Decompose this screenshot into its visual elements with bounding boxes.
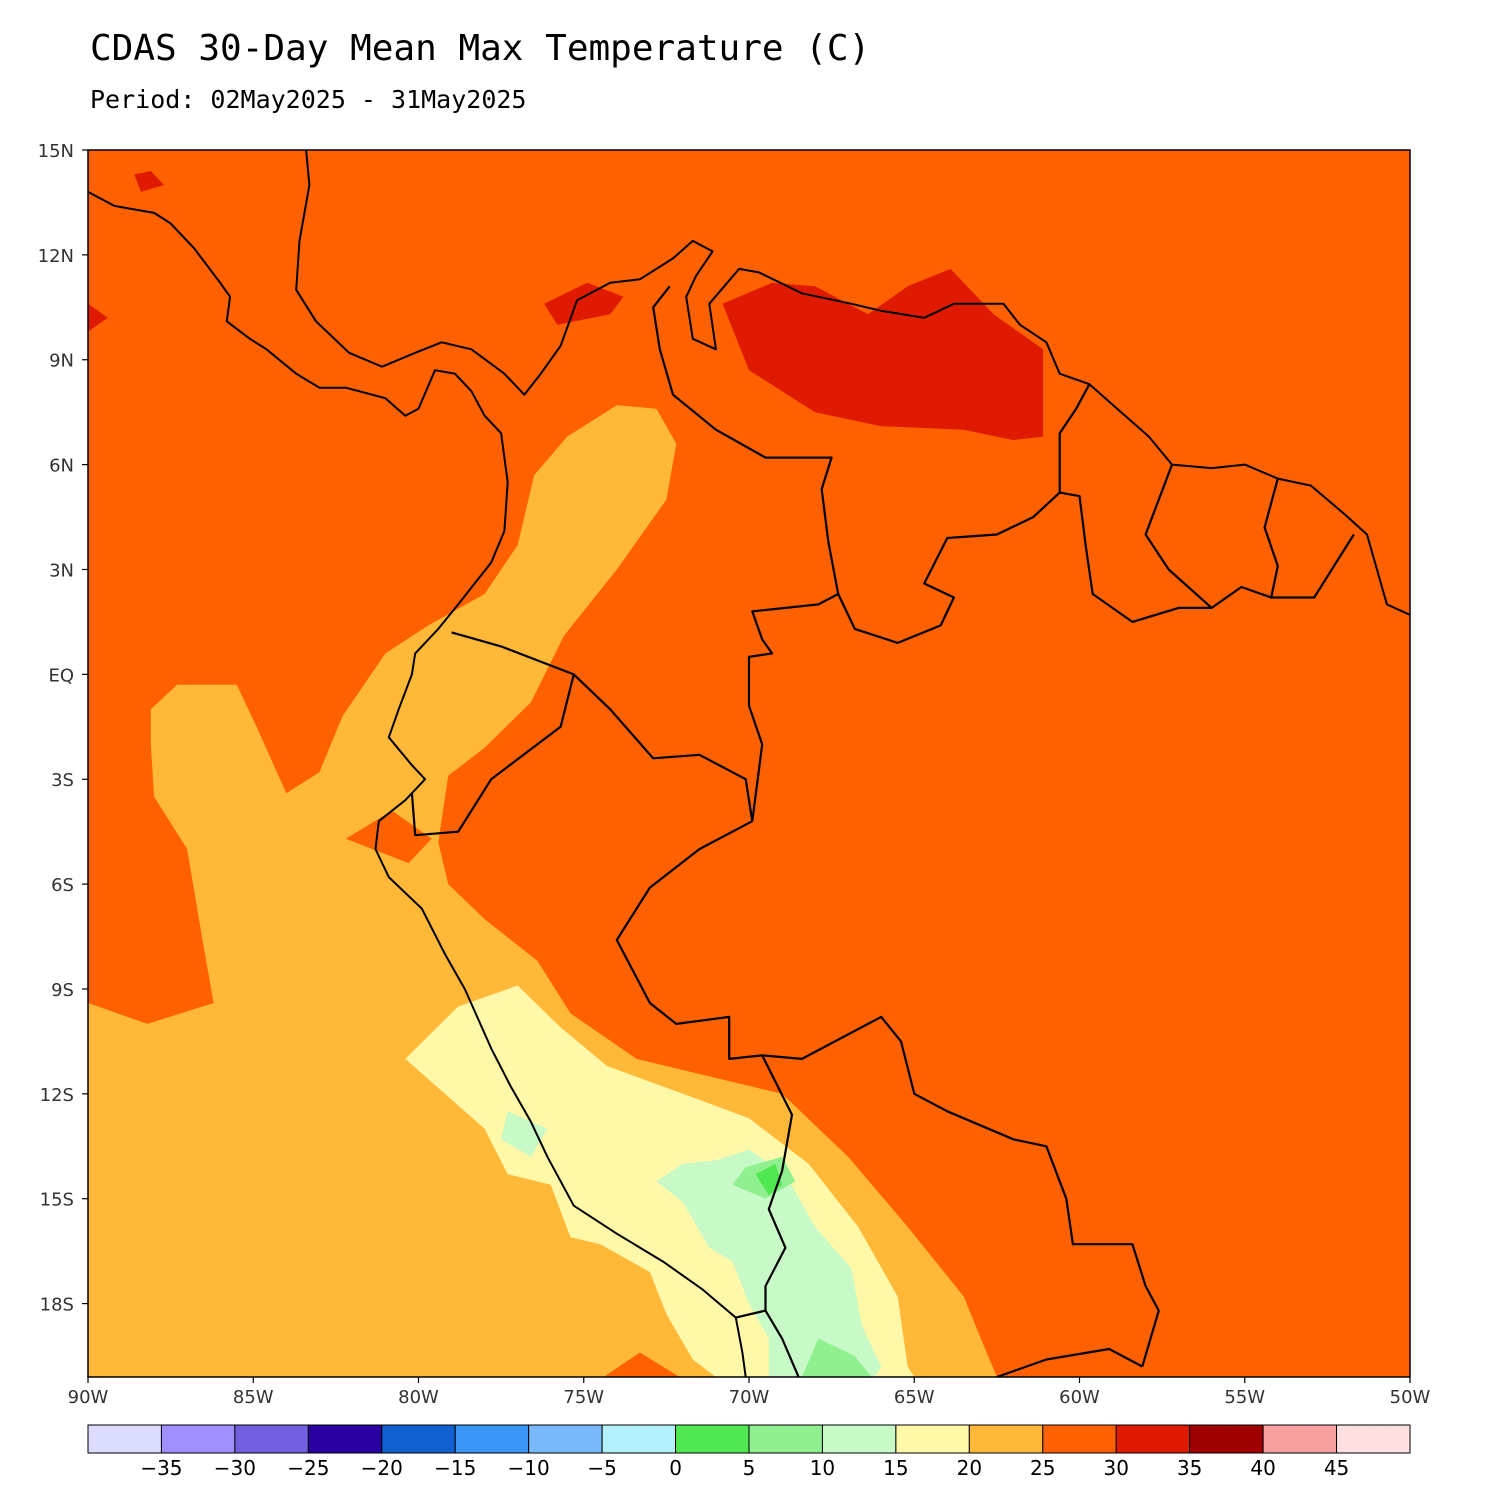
lat-tick-label: 12N	[38, 246, 74, 267]
colorbar-swatch	[234, 1424, 309, 1454]
map-subtitle: Period: 02May2025 - 31May2025	[90, 85, 527, 114]
lon-tick-label: 75W	[563, 1387, 604, 1408]
colorbar-swatch	[748, 1424, 823, 1454]
colorbar-label: 5	[743, 1456, 756, 1480]
lat-tick-label: 9N	[49, 351, 74, 372]
zone-warm-25-30-south-coast	[603, 1352, 680, 1377]
colorbar-label: −30	[214, 1456, 256, 1480]
lat-tick-label: 6N	[49, 456, 74, 477]
border-ecuador-peru	[410, 674, 575, 837]
border-peru-chile	[735, 1309, 766, 1319]
zone-cool-10-15	[656, 1149, 882, 1377]
colorbar-swatch	[601, 1424, 677, 1454]
border-peru-brazil	[615, 820, 763, 1061]
colorbar-swatch	[528, 1424, 603, 1454]
lon-tick-label: 85W	[233, 1387, 274, 1408]
lat-tick-label: 3S	[51, 770, 74, 791]
coastlines	[88, 150, 1410, 1377]
border-venezuela-brazil-guyana	[837, 383, 1091, 645]
colorbar-label: −35	[140, 1456, 182, 1480]
temperature-zones	[88, 171, 1044, 1377]
zone-warm-30-35-pacific-edge	[88, 303, 108, 332]
lon-tick-label: 55W	[1224, 1387, 1265, 1408]
colorbar-label: 10	[810, 1456, 835, 1480]
colorbar-label: −10	[508, 1456, 550, 1480]
border-suriname-guiana	[1263, 478, 1279, 598]
colorbar-label: 40	[1250, 1456, 1275, 1480]
border-guyana-brazil-suriname	[1059, 491, 1355, 624]
border-bolivia-paraguay	[996, 1347, 1143, 1377]
country-borders	[410, 285, 1355, 1377]
colorbar-swatch	[1115, 1424, 1191, 1454]
zone-warm-30-35-central-america	[134, 171, 164, 192]
colorbar-swatch	[821, 1424, 897, 1454]
colorbar-swatch	[1042, 1424, 1117, 1454]
border-colombia-venezuela	[652, 285, 840, 822]
lat-tick-label: 6S	[51, 875, 74, 896]
colorbar-swatch	[381, 1424, 456, 1454]
zone-warm-25-30-gulf-guayaquil	[345, 810, 432, 864]
map-title: CDAS 30-Day Mean Max Temperature (C)	[90, 28, 871, 69]
colorbar-label: −20	[361, 1456, 403, 1480]
lon-tick-label: 90W	[68, 1387, 109, 1408]
colorbar-label: 45	[1324, 1456, 1349, 1480]
border-peru-bolivia	[761, 1054, 800, 1377]
colorbar-label: 15	[883, 1456, 908, 1480]
colorbar-swatch	[968, 1424, 1044, 1454]
lon-tick-label: 50W	[1390, 1387, 1431, 1408]
zone-warm-30-35-caribbean-west	[544, 282, 624, 325]
colorbar-label: −5	[587, 1456, 616, 1480]
border-bolivia-brazil	[762, 1015, 1160, 1367]
colorbar-swatch	[675, 1424, 750, 1454]
lon-tick-label: 70W	[729, 1387, 770, 1408]
colorbar-swatch	[307, 1424, 383, 1454]
colorbar-label: −25	[287, 1456, 329, 1480]
colorbar-swatch	[1262, 1424, 1338, 1454]
colorbar-swatch	[87, 1424, 162, 1454]
colorbar-label: 20	[957, 1456, 982, 1480]
colorbar-swatch	[454, 1424, 530, 1454]
zone-cool-10-15-coastal-patch	[501, 1111, 548, 1157]
zone-warm-30-35-venezuela	[722, 268, 1044, 441]
longitude-axis: 90W 85W 80W 75W 70W 65W 60W 55W 50W	[68, 1377, 1431, 1408]
border-colombia-ecuador-peru	[451, 631, 754, 822]
colorbar: −35 −30 −25 −20 −15 −10 −5 0 5 10 15 20 25 30 35 40 45	[87, 1424, 1411, 1480]
latitude-axis: 15N 12N 9N 6N 3N EQ 3S 6S 9S 12S 15S 18S	[38, 141, 88, 1316]
colorbar-swatch	[160, 1424, 236, 1454]
zone-cool-20-25-ocean	[88, 405, 997, 1377]
lat-tick-label: 15N	[38, 141, 74, 162]
lat-tick-label: 18S	[40, 1295, 74, 1316]
zone-cool-5-10-b	[801, 1338, 872, 1377]
colorbar-label: 30	[1103, 1456, 1128, 1480]
lat-tick-label: 3N	[49, 560, 74, 581]
lon-tick-label: 80W	[398, 1387, 439, 1408]
colorbar-label: 0	[669, 1456, 682, 1480]
colorbar-label: 35	[1177, 1456, 1202, 1480]
colorbar-label: 25	[1030, 1456, 1055, 1480]
lat-tick-label: 15S	[40, 1190, 74, 1211]
lat-tick-label: EQ	[48, 665, 74, 686]
plot-area	[88, 150, 1410, 1377]
lat-tick-label: 12S	[40, 1085, 74, 1106]
lat-tick-label: 9S	[51, 980, 74, 1001]
border-guyana-suriname	[1144, 464, 1213, 609]
coast-caribbean	[134, 150, 1410, 616]
colorbar-label: −15	[434, 1456, 476, 1480]
colorbar-swatch	[1336, 1424, 1411, 1454]
colorbar-swatch	[1189, 1424, 1264, 1454]
lon-tick-label: 65W	[894, 1387, 935, 1408]
lon-tick-label: 60W	[1059, 1387, 1100, 1408]
colorbar-swatch	[895, 1424, 970, 1454]
coast-central-america-pacific	[88, 191, 747, 1377]
